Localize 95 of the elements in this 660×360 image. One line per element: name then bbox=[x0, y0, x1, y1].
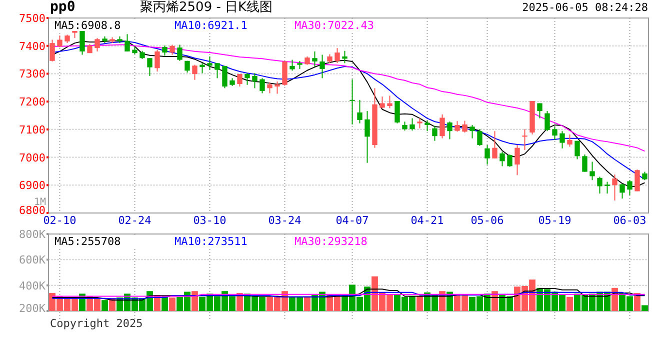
candlestick bbox=[552, 126, 558, 141]
candlestick bbox=[364, 110, 370, 164]
candlestick bbox=[424, 120, 430, 132]
y-tick-label: 6900 bbox=[19, 179, 46, 192]
candlestick bbox=[154, 49, 160, 72]
chart-title: 聚丙烯2509 - 日K线图 bbox=[140, 0, 273, 15]
y-tick-label: 400K bbox=[19, 279, 46, 292]
candlestick bbox=[604, 181, 610, 194]
text: MA5:255708 bbox=[54, 235, 121, 248]
candlestick bbox=[252, 72, 258, 89]
text: MA30:293218 bbox=[294, 235, 368, 248]
candlestick bbox=[244, 72, 250, 86]
x-tick-label: 05-19 bbox=[538, 214, 572, 227]
series-label: MA5:6908.8 bbox=[54, 19, 121, 32]
candlestick bbox=[462, 120, 468, 133]
candlestick bbox=[484, 144, 490, 166]
x-tick-label: 03-24 bbox=[268, 214, 302, 227]
y-tick-label: 600K bbox=[19, 254, 46, 267]
candlestick bbox=[170, 44, 175, 56]
y-tick-label: 7200 bbox=[19, 96, 46, 109]
series-label: MA10:6921.1 bbox=[174, 19, 248, 32]
text: Copyright 2025 bbox=[50, 317, 143, 330]
y-tick-label: 7400 bbox=[19, 40, 46, 53]
x-tick-label: 06-03 bbox=[613, 214, 646, 227]
candlestick bbox=[380, 96, 385, 109]
candlestick bbox=[470, 124, 475, 139]
candlestick bbox=[417, 118, 422, 129]
candlestick bbox=[612, 174, 618, 201]
y-tick-label: 6800 bbox=[19, 204, 46, 217]
x-tick-label: 02-10 bbox=[43, 214, 76, 227]
y-tick-label: 7500 bbox=[19, 12, 46, 25]
x-tick-label: 03-10 bbox=[193, 214, 226, 227]
candlestick bbox=[410, 118, 415, 132]
y-tick-label: 7000 bbox=[19, 151, 46, 164]
y-tick-label: 200K bbox=[19, 302, 46, 315]
candlestick bbox=[432, 125, 438, 142]
candlestick bbox=[514, 144, 520, 176]
candlestick bbox=[147, 58, 152, 76]
candlestick bbox=[590, 161, 595, 181]
candlestick bbox=[387, 95, 392, 109]
candlestick bbox=[582, 154, 588, 172]
candlestick bbox=[50, 39, 55, 62]
candlestick bbox=[522, 128, 528, 151]
candlestick bbox=[274, 81, 280, 94]
candlestick bbox=[492, 130, 498, 159]
candlestick bbox=[214, 62, 220, 79]
y-tick-label: 7300 bbox=[19, 68, 46, 81]
candlestick bbox=[597, 176, 602, 194]
candlestick bbox=[320, 54, 325, 79]
x-tick-label: 05-06 bbox=[470, 214, 504, 227]
candlestick bbox=[507, 154, 512, 168]
line-series bbox=[52, 292, 646, 300]
candlestick bbox=[350, 78, 355, 125]
candlestick bbox=[620, 183, 625, 200]
candlestick bbox=[80, 30, 85, 56]
candlestick bbox=[94, 38, 100, 52]
candlestick bbox=[500, 151, 505, 167]
candlestick bbox=[454, 120, 460, 132]
candlestick bbox=[440, 114, 445, 139]
x-tick-label: 02-24 bbox=[118, 214, 152, 227]
text: 2025-06-05 08:24:28 bbox=[522, 1, 648, 14]
x-tick-label: 04-21 bbox=[410, 214, 444, 227]
candlestick bbox=[222, 65, 228, 89]
text: pp0 bbox=[50, 0, 76, 15]
candlestick bbox=[312, 50, 318, 67]
candlestick bbox=[574, 140, 580, 160]
candlestick bbox=[334, 48, 340, 64]
y-tick-label: 800K bbox=[19, 228, 46, 241]
candlestick bbox=[544, 110, 550, 132]
y-tick-label: 7100 bbox=[19, 123, 46, 136]
text: MA10:273511 bbox=[174, 235, 248, 248]
candlestick bbox=[342, 50, 348, 64]
candlestick bbox=[477, 128, 482, 146]
x-tick-label: 04-07 bbox=[336, 214, 369, 227]
candlestick bbox=[394, 100, 400, 124]
candlestick bbox=[537, 102, 542, 119]
candlestick bbox=[357, 99, 362, 124]
candlestick bbox=[627, 180, 632, 196]
candlestick bbox=[237, 73, 242, 88]
candlestick bbox=[260, 78, 265, 94]
candlestick bbox=[567, 134, 572, 148]
candlestick bbox=[560, 130, 565, 149]
candlestick bbox=[192, 64, 198, 80]
candlestick bbox=[162, 45, 168, 56]
candlestick bbox=[290, 59, 295, 72]
candlestick bbox=[200, 62, 205, 74]
candlestick bbox=[634, 169, 640, 192]
candlestick bbox=[447, 121, 452, 140]
candlestick bbox=[207, 56, 212, 70]
candlestick bbox=[177, 44, 182, 62]
candlestick bbox=[282, 60, 288, 86]
candlestick bbox=[57, 35, 62, 48]
candlestick bbox=[124, 34, 130, 52]
text: MA30:7022.43 bbox=[294, 19, 374, 32]
candlestick bbox=[267, 82, 272, 94]
